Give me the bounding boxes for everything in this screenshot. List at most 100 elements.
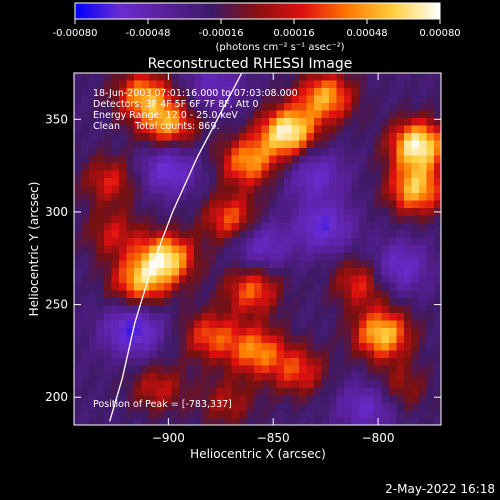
heatmap-cell (419, 110, 427, 119)
heatmap-cell (426, 73, 435, 81)
heatmap-cell (224, 395, 232, 404)
heatmap-cell (306, 343, 315, 351)
heatmap-cell (119, 335, 127, 344)
heatmap-cell (231, 305, 240, 314)
heatmap-cell (111, 170, 120, 179)
heatmap-cell (224, 148, 232, 156)
heatmap-cell (404, 215, 412, 224)
heatmap-cell (209, 140, 217, 149)
heatmap-cell (426, 223, 435, 231)
heatmap-cell (209, 163, 217, 171)
heatmap-cell (404, 343, 412, 351)
heatmap-cell (336, 298, 345, 306)
heatmap-cell (119, 245, 127, 254)
heatmap-cell (179, 320, 187, 329)
heatmap-cell (284, 395, 292, 404)
heatmap-cell (389, 88, 397, 96)
heatmap-cell (186, 73, 195, 81)
heatmap-cell (111, 208, 120, 216)
heatmap-cell (344, 403, 352, 411)
heatmap-cell (426, 238, 435, 246)
heatmap-cell (179, 335, 187, 344)
heatmap-cell (404, 200, 412, 209)
heatmap-cell (344, 125, 352, 134)
heatmap-cell (186, 200, 195, 209)
heatmap-cell (96, 110, 105, 119)
heatmap-cell (119, 410, 127, 419)
heatmap-cell (81, 320, 90, 329)
heatmap-cell (164, 118, 172, 126)
heatmap-cell (201, 403, 210, 411)
heatmap-cell (366, 178, 375, 186)
heatmap-cell (306, 245, 315, 254)
heatmap-cell (74, 388, 82, 396)
heatmap-cell (96, 418, 105, 425)
heatmap-cell (179, 245, 187, 254)
heatmap-cell (336, 73, 345, 81)
heatmap-cell (419, 350, 427, 359)
heatmap-cell (156, 80, 165, 89)
heatmap-cell (96, 373, 105, 381)
heatmap-cell (81, 185, 90, 194)
heatmap-cell (284, 275, 292, 284)
heatmap-cell (254, 298, 262, 306)
heatmap-cell (216, 365, 225, 374)
heatmap-cell (209, 283, 217, 291)
heatmap-cell (329, 230, 337, 239)
heatmap-cell (141, 155, 150, 164)
heatmap-cell (299, 133, 307, 141)
heatmap-cell (336, 95, 345, 104)
heatmap-cell (261, 230, 270, 239)
chart-title: Reconstructed RHESSI Image (148, 56, 353, 72)
heatmap-cell (179, 395, 187, 404)
heatmap-cell (126, 358, 135, 366)
heatmap-cell (366, 140, 375, 149)
heatmap-cell (284, 140, 292, 149)
heatmap-cell (89, 395, 97, 404)
heatmap-cell (141, 88, 150, 96)
heatmap-cell (396, 110, 405, 119)
heatmap-cell (231, 230, 240, 239)
heatmap-cell (344, 118, 352, 126)
heatmap-cell (179, 155, 187, 164)
heatmap-cell (344, 245, 352, 254)
heatmap-cell (194, 388, 202, 396)
heatmap-cell (359, 268, 367, 276)
heatmap-cell (411, 268, 420, 276)
heatmap-cell (254, 170, 262, 179)
heatmap-cell (366, 88, 375, 96)
heatmap-cell (306, 290, 315, 299)
heatmap-cell (419, 320, 427, 329)
heatmap-cell (389, 133, 397, 141)
heatmap-cell (74, 88, 82, 96)
heatmap-cell (209, 253, 217, 261)
heatmap-cell (321, 80, 330, 89)
heatmap-cell (419, 88, 427, 96)
heatmap-cell (149, 388, 157, 396)
heatmap-cell (411, 110, 420, 119)
heatmap-cell (81, 410, 90, 419)
heatmap-cell (126, 395, 135, 404)
heatmap-cell (321, 313, 330, 321)
heatmap-cell (74, 328, 82, 336)
heatmap-cell (171, 185, 180, 194)
heatmap-cell (321, 238, 330, 246)
heatmap-cell (321, 328, 330, 336)
heatmap-cell (374, 290, 382, 299)
heatmap-cell (389, 125, 397, 134)
heatmap-cell (261, 395, 270, 404)
heatmap-cell (164, 283, 172, 291)
heatmap-cell (81, 418, 90, 425)
heatmap-cell (419, 373, 427, 381)
heatmap-cell (299, 283, 307, 291)
heatmap-cell (126, 245, 135, 254)
heatmap-cell (111, 238, 120, 246)
heatmap-cell (96, 103, 105, 111)
heatmap-cell (74, 253, 82, 261)
heatmap-cell (141, 253, 150, 261)
heatmap-cell (321, 418, 330, 425)
heatmap-cell (119, 395, 127, 404)
heatmap-cell (224, 103, 232, 111)
heatmap-cell (216, 290, 225, 299)
heatmap-cell (194, 373, 202, 381)
